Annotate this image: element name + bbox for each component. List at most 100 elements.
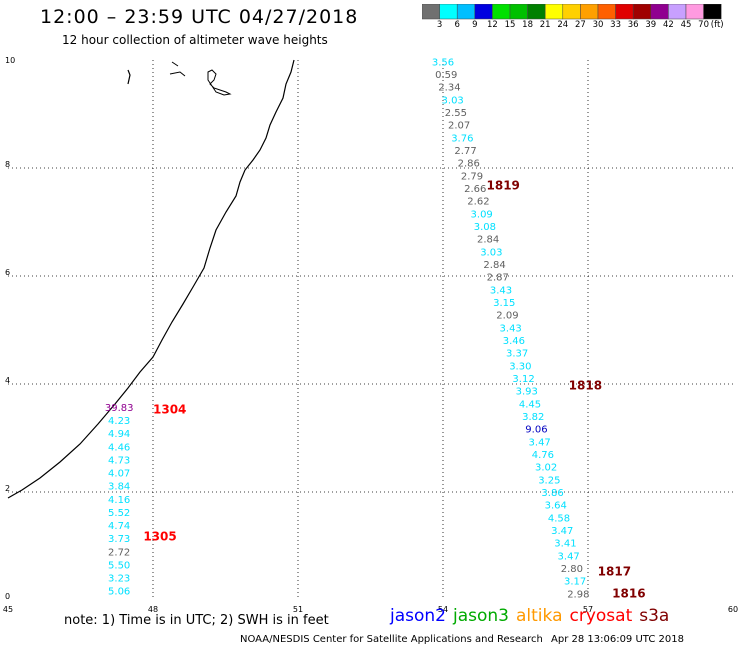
wave-height-value: 3.46 xyxy=(503,336,525,347)
wave-height-value: 2.80 xyxy=(561,564,583,575)
colorbar-unit: (ft) xyxy=(710,20,724,30)
wave-height-value: 4.46 xyxy=(108,442,130,453)
wave-height-value: 2.84 xyxy=(483,260,505,271)
colorbar-threshold-39: 39 xyxy=(645,20,657,30)
colorbar-threshold-18: 18 xyxy=(522,20,533,30)
wave-height-value: 4.76 xyxy=(532,450,554,461)
colorbar-threshold-9: 9 xyxy=(472,20,478,30)
colorbar-cell xyxy=(703,4,722,20)
wave-height-value: 3.08 xyxy=(474,222,496,233)
y-tick-label-4: 4 xyxy=(5,376,10,385)
wave-height-value: 4.23 xyxy=(108,416,130,427)
credit-line: NOAA/NESDIS Center for Satellite Applica… xyxy=(240,634,543,645)
wave-height-value: 2.84 xyxy=(477,235,499,246)
wave-height-value: 3.47 xyxy=(558,551,580,562)
axis-tick-labels: 45 48 51 54 57 60 0 2 4 6 8 10 xyxy=(3,56,738,614)
colorbar-labels: 3 6 9 12 15 18 21 24 27 30 33 36 39 42 45 70 (ft) xyxy=(422,20,740,32)
colorbar-threshold-21: 21 xyxy=(539,20,551,30)
wave-height-value: 5.52 xyxy=(108,508,130,519)
y-tick-label-0: 0 xyxy=(5,592,10,601)
wave-height-value: 3.64 xyxy=(545,501,567,512)
pass-time-1305: 1305 xyxy=(143,530,176,544)
x-tick-label-57: 57 xyxy=(583,605,593,614)
wave-height-value: 4.07 xyxy=(108,469,130,480)
wave-height-value: 4.94 xyxy=(108,429,130,440)
chart-subtitle: 12 hour collection of altimeter wave hei… xyxy=(62,33,328,47)
y-tick-label-2: 2 xyxy=(5,484,10,493)
legend-jason2: jason2 xyxy=(390,606,446,626)
wave-height-value: 2.79 xyxy=(461,171,483,182)
coastline xyxy=(7,59,295,499)
colorbar-threshold-45: 45 xyxy=(680,20,692,30)
wave-height-value: 3.84 xyxy=(108,482,130,493)
map-grid xyxy=(8,60,733,600)
wave-height-value: 3.47 xyxy=(551,526,573,537)
wave-height-value: 3.43 xyxy=(500,323,522,334)
legend-jason3: jason3 xyxy=(453,606,509,626)
colorbar-threshold-24: 24 xyxy=(557,20,569,30)
legend-s3a: s3a xyxy=(639,606,670,626)
wave-height-value: 2.55 xyxy=(445,108,467,119)
wave-height-value: 4.74 xyxy=(108,521,130,532)
legend-cryosat: cryosat xyxy=(569,606,633,626)
pass-time-1304: 1304 xyxy=(153,403,186,417)
wave-height-value: 3.47 xyxy=(529,437,551,448)
wave-height-value: 39.83 xyxy=(105,403,134,414)
wave-height-value: 2.34 xyxy=(438,83,460,94)
pass-time-labels: 1819 1818 1817 1816 1304 1305 xyxy=(143,179,645,601)
wave-height-value: 3.76 xyxy=(451,133,473,144)
x-tick-label-54: 54 xyxy=(438,605,448,614)
generated-timestamp: Apr 28 13:06:09 UTC 2018 xyxy=(551,634,684,645)
wave-height-value: 2.77 xyxy=(454,146,476,157)
wave-height-value: 2.62 xyxy=(467,197,489,208)
wave-height-value: 3.37 xyxy=(506,349,528,360)
colorbar-threshold-30: 30 xyxy=(592,20,604,30)
y-tick-label-10: 10 xyxy=(5,56,15,65)
altimeter-tracks: 3.560.592.343.032.552.073.762.772.862.79… xyxy=(105,57,590,600)
wave-height-value: 3.86 xyxy=(541,488,563,499)
colorbar-threshold-3: 3 xyxy=(436,20,443,30)
wave-height-value: 3.03 xyxy=(442,95,464,106)
wave-height-value: 4.16 xyxy=(108,495,130,506)
wave-height-value: 3.03 xyxy=(480,247,502,258)
x-tick-label-51: 51 xyxy=(293,605,303,614)
wave-height-value: 4.45 xyxy=(519,399,541,410)
wave-height-value: 2.09 xyxy=(496,311,518,322)
x-tick-label-48: 48 xyxy=(148,605,158,614)
wave-height-value: 3.30 xyxy=(509,361,531,372)
colorbar-threshold-6: 6 xyxy=(454,20,460,30)
pass-time-1817: 1817 xyxy=(598,565,631,579)
pass-time-1819: 1819 xyxy=(487,179,520,193)
x-tick-label-60: 60 xyxy=(728,605,738,614)
wave-height-value: 3.82 xyxy=(522,412,544,423)
wave-height-value: 3.43 xyxy=(490,285,512,296)
colorbar-threshold-36: 36 xyxy=(627,20,639,30)
wave-height-value: 2.66 xyxy=(464,184,486,195)
colorbar-threshold-70: 70 xyxy=(698,20,709,30)
colorbar-threshold-33: 33 xyxy=(610,20,621,30)
wave-height-value: 5.50 xyxy=(108,560,130,571)
legend-altika: altika xyxy=(516,606,563,626)
pass-time-1816: 1816 xyxy=(612,586,645,600)
x-tick-label-45: 45 xyxy=(3,605,13,614)
wave-height-value: 5.06 xyxy=(108,587,130,598)
wave-height-value: 2.72 xyxy=(108,547,130,558)
colorbar-threshold-12: 12 xyxy=(486,20,498,30)
wave-height-value: 3.15 xyxy=(493,298,515,309)
y-tick-label-8: 8 xyxy=(5,160,10,169)
wave-height-value: 3.41 xyxy=(554,539,576,550)
wave-height-value: 4.58 xyxy=(548,513,570,524)
chart-title: 12:00 – 23:59 UTC 04/27/2018 xyxy=(40,6,359,28)
satellite-legend: jason2 jason3 altika cryosat s3a xyxy=(390,606,676,626)
wave-height-value: 2.98 xyxy=(567,589,589,600)
wave-height-value: 3.23 xyxy=(108,573,130,584)
wave-height-value: 2.07 xyxy=(448,121,470,132)
y-tick-label-6: 6 xyxy=(5,268,10,277)
wave-height-value: 3.17 xyxy=(564,577,586,588)
pass-time-1818: 1818 xyxy=(569,378,602,392)
wave-height-value: 9.06 xyxy=(525,425,547,436)
colorbar-threshold-15: 15 xyxy=(504,20,516,30)
colorbar xyxy=(422,4,722,20)
footnote: note: 1) Time is in UTC; 2) SWH is in fe… xyxy=(64,613,329,628)
